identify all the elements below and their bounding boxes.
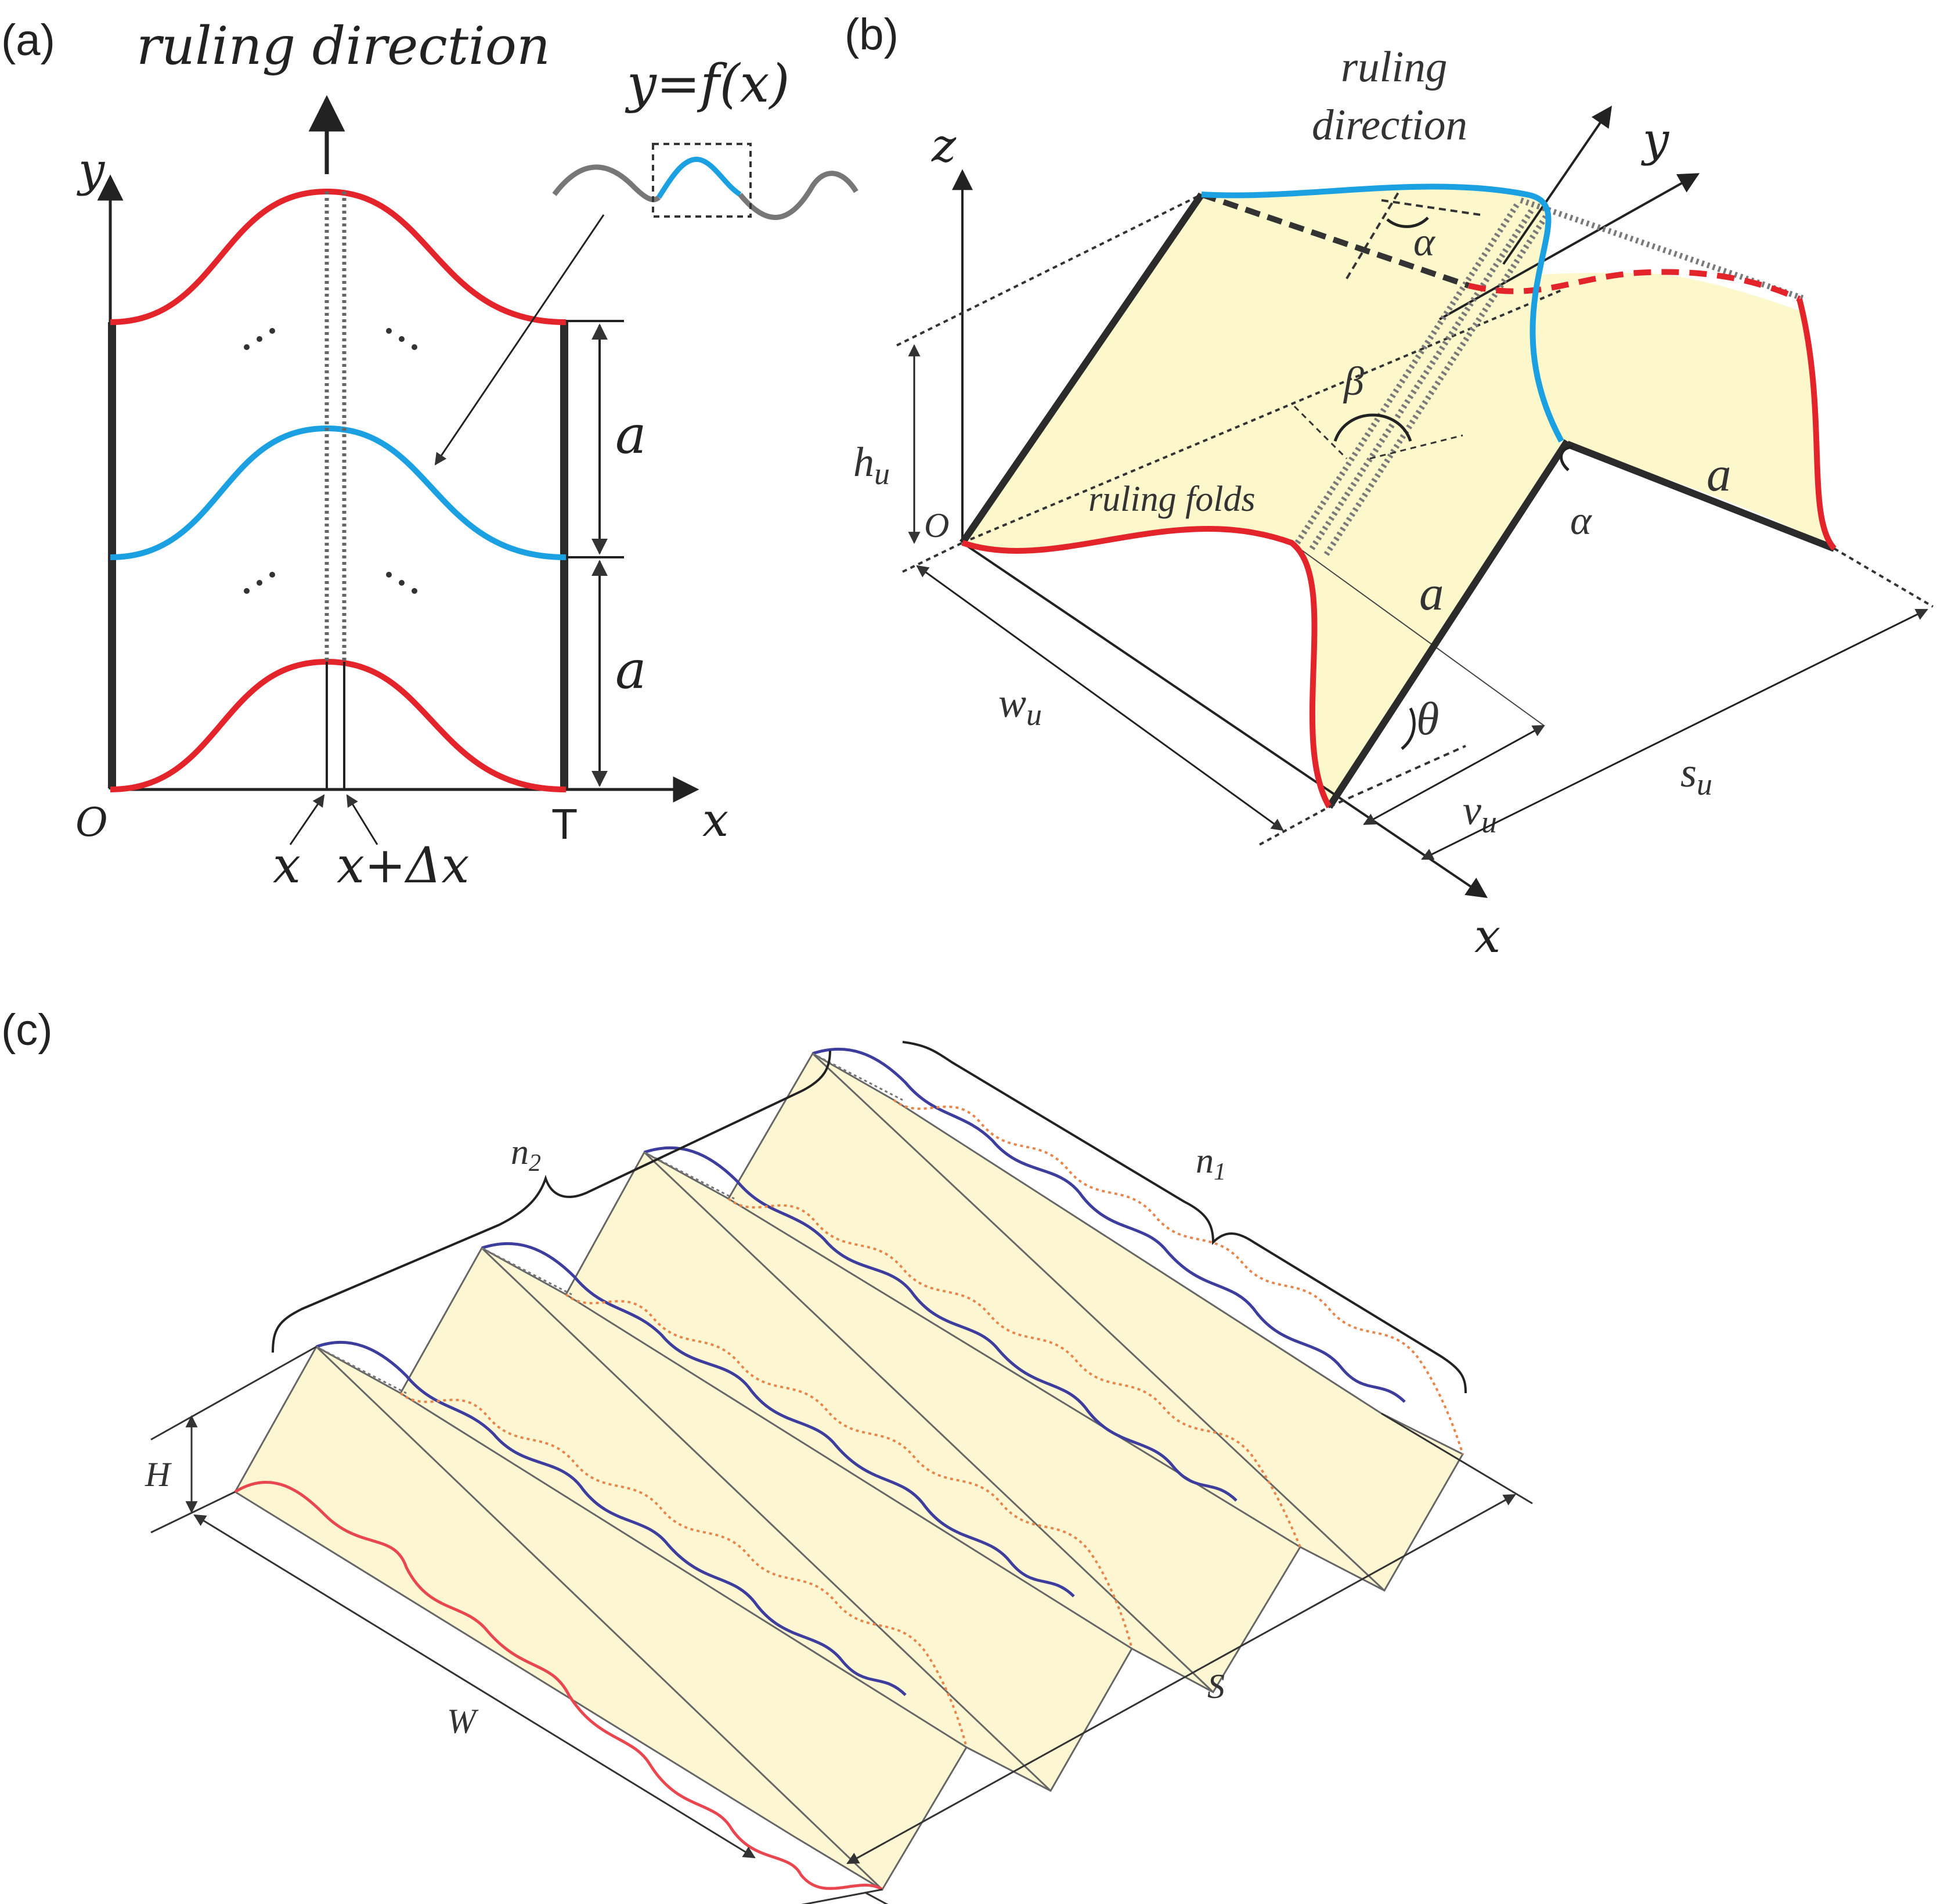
theta-arc <box>1401 707 1416 750</box>
period-end-label: T <box>551 800 578 848</box>
x-axis-label-b: x <box>1474 909 1500 963</box>
alpha-top-guide1 <box>1345 190 1400 280</box>
s-u-dimension <box>1421 608 1928 860</box>
theta-guide <box>1329 745 1466 808</box>
y-axis-label-b: y <box>1641 113 1670 167</box>
w-u-dimension <box>916 565 1284 831</box>
preview-wave-right <box>738 171 858 220</box>
edge-a-middle-label: a <box>1419 566 1444 621</box>
bottom-boundary-curve <box>110 658 567 792</box>
theta-label: θ <box>1416 694 1439 745</box>
v-u-dimension <box>1363 724 1545 825</box>
top-blue-curve <box>1201 183 1564 443</box>
top-boundary-curve <box>110 188 567 325</box>
panel-c: (c) <box>1 1005 1533 1904</box>
dim-upper-label: a <box>615 405 647 466</box>
front-red-curve <box>961 526 1332 809</box>
right-red-curve <box>1797 298 1837 551</box>
alpha-top-label: α <box>1413 220 1435 265</box>
ruling-direction-arrow-b <box>1502 106 1612 265</box>
guide-lines <box>896 193 1934 846</box>
preview-pointer-arrow <box>434 214 605 466</box>
middle-curve <box>110 425 567 560</box>
ruling-direction-line1: ruling <box>1341 43 1447 91</box>
S-dimension <box>846 1494 1516 1865</box>
tick-x-label: x <box>273 837 301 895</box>
right-edge <box>1565 441 1836 552</box>
ruling-direction-line2: direction <box>1312 101 1467 149</box>
preview-wave-highlight <box>656 156 742 199</box>
H-label: H <box>145 1455 172 1494</box>
tick-x-plus-label: x+Δx <box>337 837 469 895</box>
panel-b-label: (b) <box>845 10 899 59</box>
function-label: y=f(x) <box>625 53 790 114</box>
s-u-label: su <box>1680 749 1712 802</box>
panel-a: (a) ruling direction y=f(x) y x O T <box>1 16 858 895</box>
n1-brace <box>902 1041 1467 1394</box>
edge-a-right-label: a <box>1707 447 1731 502</box>
dim-lower-label: a <box>615 640 647 701</box>
left-edge <box>959 192 1204 545</box>
x-axis-label: x <box>702 793 728 847</box>
ruling-folds-label: ruling folds <box>1088 479 1256 519</box>
v-u-guide <box>1291 542 1545 726</box>
beta-arc <box>1333 413 1412 442</box>
alpha-top-guide2 <box>1381 199 1481 216</box>
w-u-label: wu <box>998 680 1042 732</box>
origin-label: O <box>75 800 108 846</box>
alpha-bottom-arc <box>1560 445 1574 471</box>
ellipsis-dots <box>244 328 417 594</box>
n2-label: n2 <box>511 1133 541 1177</box>
x-plus-tick-arrow <box>346 794 378 845</box>
ruling-direction-label: ruling direction <box>136 16 550 77</box>
beta-label: β <box>1343 359 1364 404</box>
surface-back <box>1202 186 1834 549</box>
n1-label: n1 <box>1196 1141 1226 1185</box>
preview-box <box>652 143 752 218</box>
hidden-red-curve <box>1467 269 1801 302</box>
y-axis-label: y <box>77 143 106 197</box>
beta-guide1 <box>1293 405 1348 460</box>
x-tick-arrow <box>289 794 325 845</box>
W-label: W <box>447 1702 479 1740</box>
panel-a-label: (a) <box>1 16 55 65</box>
panel-c-label: (c) <box>1 1005 53 1055</box>
z-axis-label: z <box>931 118 957 172</box>
panel-b: (b) ruling direction z y x O hu wu vu su <box>845 10 1934 963</box>
W-dimension <box>193 1514 756 1859</box>
h-u-label: hu <box>853 439 890 491</box>
y-axis-b <box>1439 173 1700 320</box>
top-dashed-edge <box>1200 192 1470 289</box>
alpha-bottom-label: α <box>1570 499 1592 543</box>
middle-edge <box>1326 439 1571 809</box>
alpha-top-arc <box>1386 217 1429 228</box>
origin-label-b: O <box>924 506 949 544</box>
beta-guide2 <box>1369 434 1463 460</box>
S-label: S <box>1207 1667 1225 1705</box>
surface-front <box>962 186 1561 807</box>
preview-wave-left <box>552 164 661 203</box>
n2-brace <box>272 1050 831 1353</box>
